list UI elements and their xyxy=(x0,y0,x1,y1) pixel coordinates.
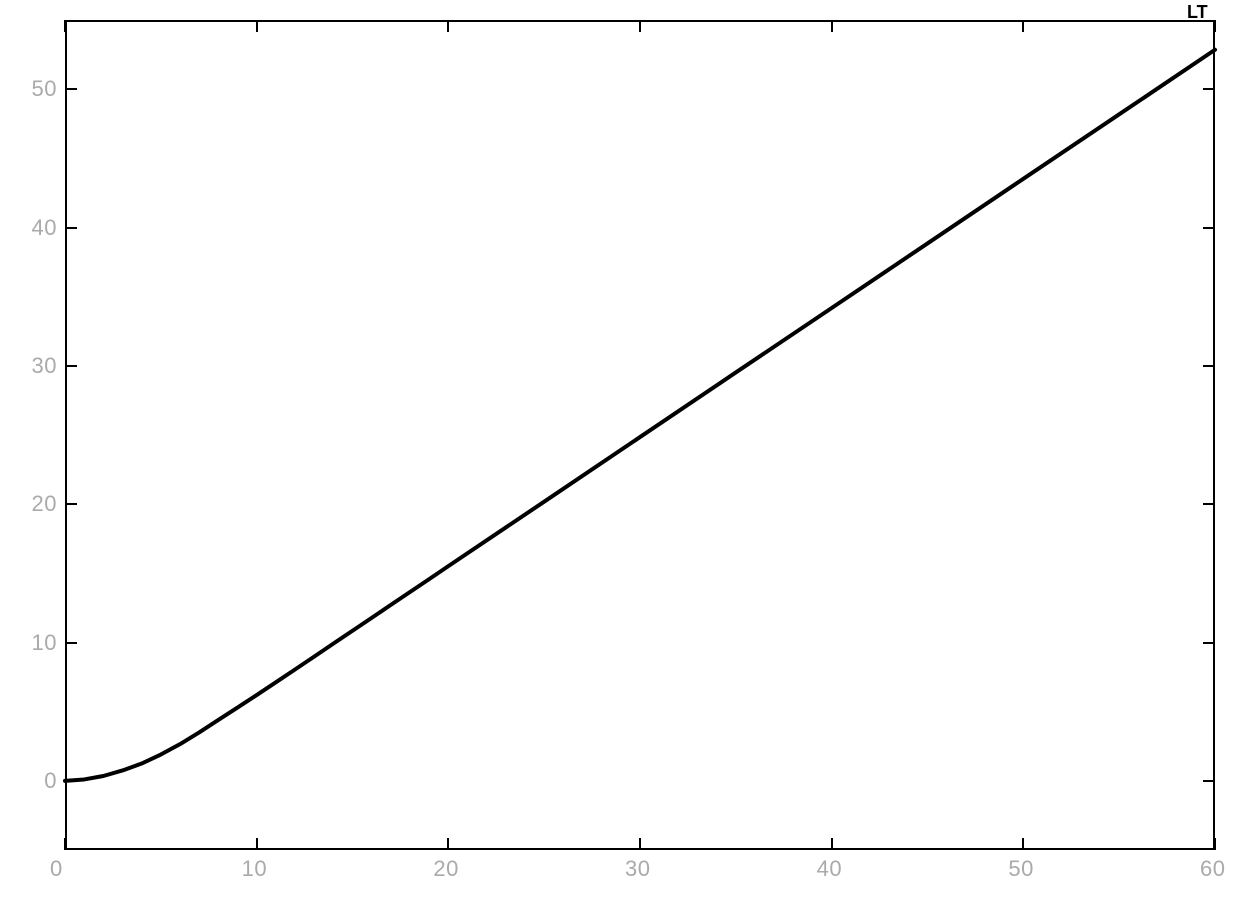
ytick-right xyxy=(1203,642,1215,644)
xtick-label: 50 xyxy=(1008,856,1033,882)
xtick-bottom xyxy=(447,838,449,850)
xtick-top xyxy=(64,20,66,32)
ytick-label: 30 xyxy=(32,353,57,379)
ytick-left xyxy=(65,780,77,782)
ytick-right xyxy=(1203,227,1215,229)
ytick-right xyxy=(1203,88,1215,90)
ytick-label: 20 xyxy=(32,491,57,517)
xtick-label: 20 xyxy=(433,856,458,882)
xtick-label: 10 xyxy=(242,856,267,882)
xtick-top xyxy=(831,20,833,32)
xtick-top xyxy=(639,20,641,32)
xtick-label: 60 xyxy=(1200,856,1225,882)
ytick-right xyxy=(1203,365,1215,367)
xtick-bottom xyxy=(831,838,833,850)
ytick-left xyxy=(65,365,77,367)
xtick-label: 40 xyxy=(817,856,842,882)
xtick-label: 0 xyxy=(50,856,63,882)
ytick-right xyxy=(1203,503,1215,505)
legend-mark: LT xyxy=(1187,2,1208,23)
xtick-bottom xyxy=(1214,838,1216,850)
ytick-label: 40 xyxy=(32,215,57,241)
xtick-bottom xyxy=(1022,838,1024,850)
xtick-bottom xyxy=(64,838,66,850)
ytick-label: 50 xyxy=(32,76,57,102)
xtick-top xyxy=(1214,20,1216,32)
xtick-top xyxy=(1022,20,1024,32)
ytick-left xyxy=(65,227,77,229)
ytick-right xyxy=(1203,780,1215,782)
xtick-bottom xyxy=(256,838,258,850)
ytick-left xyxy=(65,88,77,90)
xtick-top xyxy=(256,20,258,32)
line-series xyxy=(0,0,1240,903)
line-chart: 0 10 20 30 40 50 60 0 10 20 30 40 50 LT xyxy=(0,0,1240,903)
ytick-label: 0 xyxy=(44,768,57,794)
ytick-left xyxy=(65,642,77,644)
xtick-label: 30 xyxy=(625,856,650,882)
ytick-left xyxy=(65,503,77,505)
ytick-label: 10 xyxy=(32,630,57,656)
xtick-top xyxy=(447,20,449,32)
xtick-bottom xyxy=(639,838,641,850)
